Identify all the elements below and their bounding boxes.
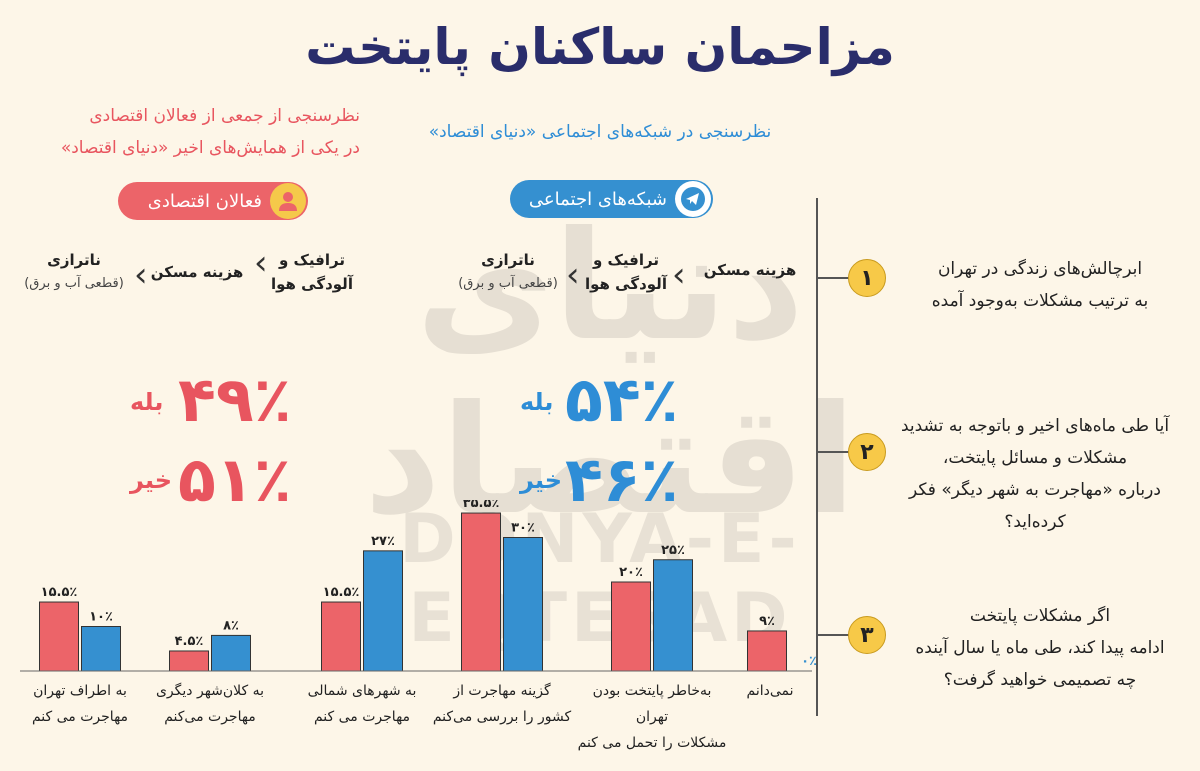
rank-social-second: ترافیک و آلودگی هوا [578, 248, 674, 296]
question-2-line2: مشکلات و مسائل پایتخت، [942, 448, 1128, 468]
category-label-line1: به کلان‌شهر دیگری [155, 683, 265, 699]
question-3-line3: چه تصمیمی خواهید گرفت؟ [943, 670, 1137, 690]
rank-social-first: هزینه مسکن [703, 261, 797, 279]
bar-label-social-1: ۸٪ [223, 618, 239, 633]
category-label: به اطراف تهران مهاجرت می کنم [5, 678, 155, 730]
rank-economic-third: ناترازی (قطعی آب و برق) [14, 248, 134, 296]
group-pill-economic: فعالان اقتصادی [118, 182, 308, 220]
rank-economic-first: هزینه مسکن [150, 263, 244, 281]
question-3: اگر مشکلات پایتخت ادامه پیدا کند، طی ماه… [890, 600, 1190, 696]
group-pill-social: شبکه‌های اجتماعی [510, 180, 713, 218]
question-1: ابرچالش‌های زندگی در تهران به ترتیب مشکل… [890, 253, 1190, 317]
category-label-line2: مهاجرت می‌کنم [164, 709, 256, 725]
question-3-line1: اگر مشکلات پایتخت [969, 606, 1111, 626]
category-label-line1: گزینه مهاجرت از [453, 683, 551, 699]
question-number-1: ۱ [848, 259, 886, 297]
group-label-economic: فعالان اقتصادی [147, 190, 262, 212]
bar-social-3 [503, 537, 543, 672]
telegram-icon [675, 181, 711, 217]
person-icon [270, 183, 306, 219]
bar-label-economic-4: ۲۰٪ [619, 565, 643, 580]
question-1-line2: به ترتیب مشکلات به‌وجود آمده [931, 291, 1149, 311]
question-3-line2: ادامه پیدا کند، طی ماه یا سال آینده [915, 638, 1165, 658]
rank-social-third: ناترازی (قطعی آب و برق) [448, 248, 568, 296]
group-label-social: شبکه‌های اجتماعی [528, 188, 667, 210]
category-label-line1: نمی‌دانم [746, 683, 794, 699]
bar-label-social-2: ۲۷٪ [371, 534, 395, 549]
economic-yes-word: بله [130, 388, 164, 416]
bar-label-social-5: ۰٪ [801, 654, 817, 669]
bar-economic-0 [39, 601, 79, 672]
rank-social-third-sub: (قطعی آب و برق) [458, 276, 558, 291]
social-no-percent: ۴۶٪ [565, 443, 679, 516]
category-label: گزینه مهاجرت از کشور را بررسی می‌کنم [427, 678, 577, 730]
rank-economic-third-sub: (قطعی آب و برق) [24, 276, 124, 291]
rank-social-second-line2: آلودگی هوا [585, 275, 667, 293]
question-1-line1: ابرچالش‌های زندگی در تهران [937, 259, 1143, 279]
decision-bar-chart: ۱۵.۵٪ ۱۰٪ ۴.۵٪ ۸٪ ۱۵.۵٪ ۲۷٪ ۳۵.۵٪ ۳۰٪ ۲۰٪ ۲۵٪ ۹٪ ۰٪ [20, 500, 817, 672]
category-label: به کلان‌شهر دیگری مهاجرت می‌کنم [135, 678, 285, 730]
timeline-line [816, 198, 818, 716]
bar-economic-4 [611, 581, 651, 672]
bar-economic-3 [461, 512, 501, 672]
bar-social-4 [653, 559, 693, 672]
category-label-line1: به شهرهای شمالی [307, 683, 417, 699]
chevron-left-icon: ‹ [566, 255, 580, 295]
rank-social-second-line1: ترافیک و [593, 251, 659, 269]
category-label: نمی‌دانم [695, 678, 845, 704]
survey-economic-caption: نظرسنجی از جمعی از فعالان اقتصادی در یکی… [20, 100, 360, 164]
rank-economic-second-line1: ترافیک و [279, 251, 345, 269]
economic-yes-percent: ۴۹٪ [178, 363, 292, 436]
page-title: مزاحمان ساکنان پایتخت [305, 18, 895, 76]
chevron-left-icon: ‹ [134, 255, 148, 295]
bar-label-economic-3: ۳۵.۵٪ [463, 500, 500, 511]
category-label-line1: به اطراف تهران [33, 683, 127, 699]
bar-label-social-3: ۳۰٪ [511, 521, 535, 536]
category-label-line2: کشور را بررسی می‌کنم [432, 709, 572, 725]
bar-economic-1 [169, 650, 209, 672]
timeline-connector [816, 451, 852, 453]
bar-label-economic-1: ۴.۵٪ [175, 634, 204, 649]
category-label-line2: مهاجرت می کنم [31, 709, 129, 725]
survey-economic-line2: در یکی از همایش‌های اخیر «دنیای اقتصاد» [60, 138, 360, 158]
question-2-line3: درباره «مهاجرت به شهر دیگر» فکر کرده‌اید… [909, 480, 1161, 532]
social-yes-word: بله [520, 388, 554, 416]
survey-social-caption: نظرسنجی در شبکه‌های اجتماعی «دنیای اقتصا… [428, 122, 772, 142]
economic-no-word: خیر [130, 466, 173, 494]
bar-label-economic-0: ۱۵.۵٪ [41, 585, 78, 600]
bar-label-economic-2: ۱۵.۵٪ [323, 585, 360, 600]
bar-label-social-0: ۱۰٪ [89, 610, 113, 625]
rank-economic-third-label: ناترازی [47, 251, 101, 269]
social-no-word: خیر [520, 466, 563, 494]
economic-no-percent: ۵۱٪ [178, 443, 292, 516]
rank-economic-second: ترافیک و آلودگی هوا [264, 248, 360, 296]
category-label: به‌خاطر پایتخت بودن تهران مشکلات را تحمل … [577, 678, 727, 756]
bar-social-2 [363, 550, 403, 672]
timeline-connector [816, 277, 852, 279]
survey-economic-line1: نظرسنجی از جمعی از فعالان اقتصادی [89, 106, 360, 126]
bar-social-1 [211, 634, 251, 672]
bar-label-social-4: ۲۵٪ [661, 543, 685, 558]
social-yes-percent: ۵۴٪ [565, 363, 679, 436]
chevron-left-icon: ‹ [254, 243, 268, 283]
timeline-connector [816, 634, 852, 636]
question-number-3: ۳ [848, 616, 886, 654]
bar-social-0 [81, 626, 121, 672]
bar-label-economic-5: ۹٪ [759, 614, 775, 629]
category-label-line1: به‌خاطر پایتخت بودن تهران [592, 683, 712, 725]
category-label-line2: مهاجرت می کنم [313, 709, 411, 725]
bar-economic-2 [321, 601, 361, 672]
bar-economic-5 [747, 630, 787, 672]
category-label: به شهرهای شمالی مهاجرت می کنم [287, 678, 437, 730]
question-2: آیا طی ماه‌های اخیر و باتوجه به تشدید مش… [880, 410, 1190, 538]
question-2-line1: آیا طی ماه‌های اخیر و باتوجه به تشدید [900, 416, 1170, 436]
rank-economic-second-line2: آلودگی هوا [271, 275, 353, 293]
category-label-line2: مشکلات را تحمل می کنم [577, 735, 727, 751]
question-number-2: ۲ [848, 433, 886, 471]
watermark-persian: دنیای اقتصاد [364, 200, 856, 548]
rank-social-third-label: ناترازی [481, 251, 535, 269]
chevron-left-icon: ‹ [672, 255, 686, 295]
